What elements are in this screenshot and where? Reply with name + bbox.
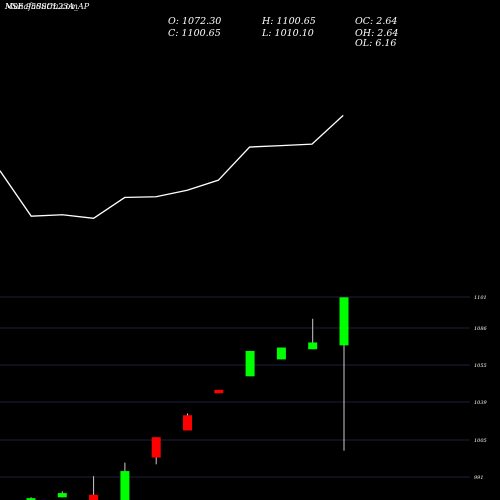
price-line [0,114,344,219]
price-tick-label: 1005 [474,438,487,444]
header: MunafaSutra.com NSE 950SCL23A_AP O: 1072… [4,2,398,49]
price-line-panel [0,114,344,219]
candle-body [151,437,161,458]
candle-body [276,347,286,360]
price-tick-label: 1039 [474,400,488,406]
ol-label: OL: 6.16 [355,38,396,49]
candle-body [89,494,99,500]
price-axis: 1101 1086 1055 1039 1005 991 [474,295,488,481]
price-gridlines [0,296,470,478]
close-label: C: 1100.65 [168,28,221,39]
price-tick-label: 991 [474,475,484,481]
candle-body [183,415,192,431]
candle-body [120,471,130,500]
site-name: MunafaSutra.com [4,2,78,11]
price-tick-label: 1086 [474,326,488,332]
low-label: L: 1010.10 [261,28,314,39]
candle-body [245,350,255,377]
candles [26,297,349,500]
candle-body [308,342,318,350]
high-label: H: 1100.65 [261,16,316,27]
open-label: O: 1072.30 [168,16,221,27]
oc-label: OC: 2.64 [355,16,397,27]
candle-body [26,498,36,500]
ticker-title: NSE 950SCL23A_AP [4,2,90,11]
price-tick-label: 1101 [474,295,487,301]
oh-label: OH: 2.64 [355,28,398,39]
price-tick-label: 1055 [474,363,487,369]
candle-body [214,389,224,394]
candle-body [57,493,67,498]
candle-body [339,297,349,346]
